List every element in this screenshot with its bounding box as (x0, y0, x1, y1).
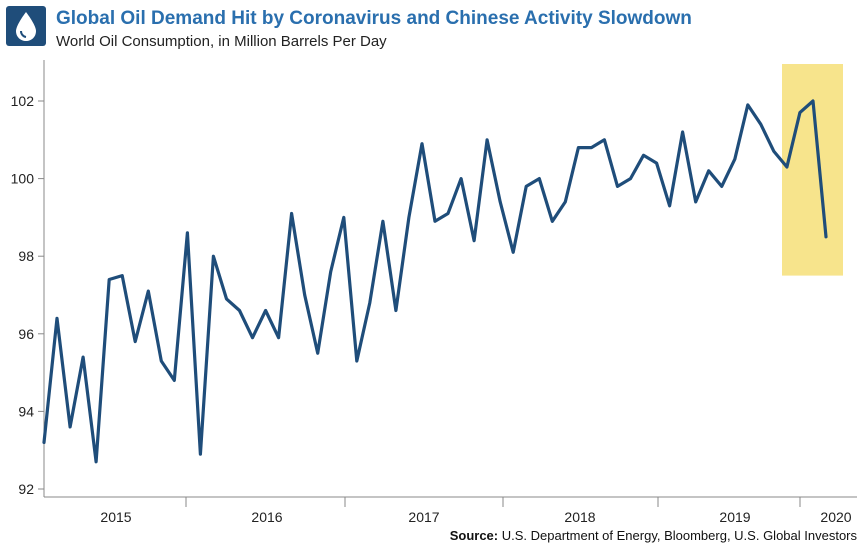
x-tick-label: 2017 (408, 509, 439, 525)
x-tick-label: 2018 (564, 509, 595, 525)
y-tick-label: 96 (18, 326, 34, 342)
y-tick-label: 94 (18, 403, 34, 419)
x-tick-label: 2015 (100, 509, 131, 525)
x-tick-label: 2020 (820, 509, 851, 525)
y-tick-label: 100 (11, 171, 35, 187)
x-tick-label: 2016 (251, 509, 282, 525)
highlight-box (782, 64, 843, 276)
chart-title: Global Oil Demand Hit by Coronavirus and… (56, 8, 692, 29)
y-tick-label: 102 (11, 93, 35, 109)
source-note: Source: U.S. Department of Energy, Bloom… (450, 528, 857, 543)
x-tick-label: 2019 (719, 509, 750, 525)
oil-drop-icon (6, 6, 46, 46)
chart-subtitle: World Oil Consumption, in Million Barrel… (56, 33, 387, 50)
source-label: Source: (449, 528, 499, 543)
series-line (42, 99, 828, 464)
source-text: U.S. Department of Energy, Bloomberg, U.… (501, 528, 857, 543)
y-tick-label: 98 (18, 248, 34, 264)
y-tick-label: 92 (18, 481, 34, 497)
